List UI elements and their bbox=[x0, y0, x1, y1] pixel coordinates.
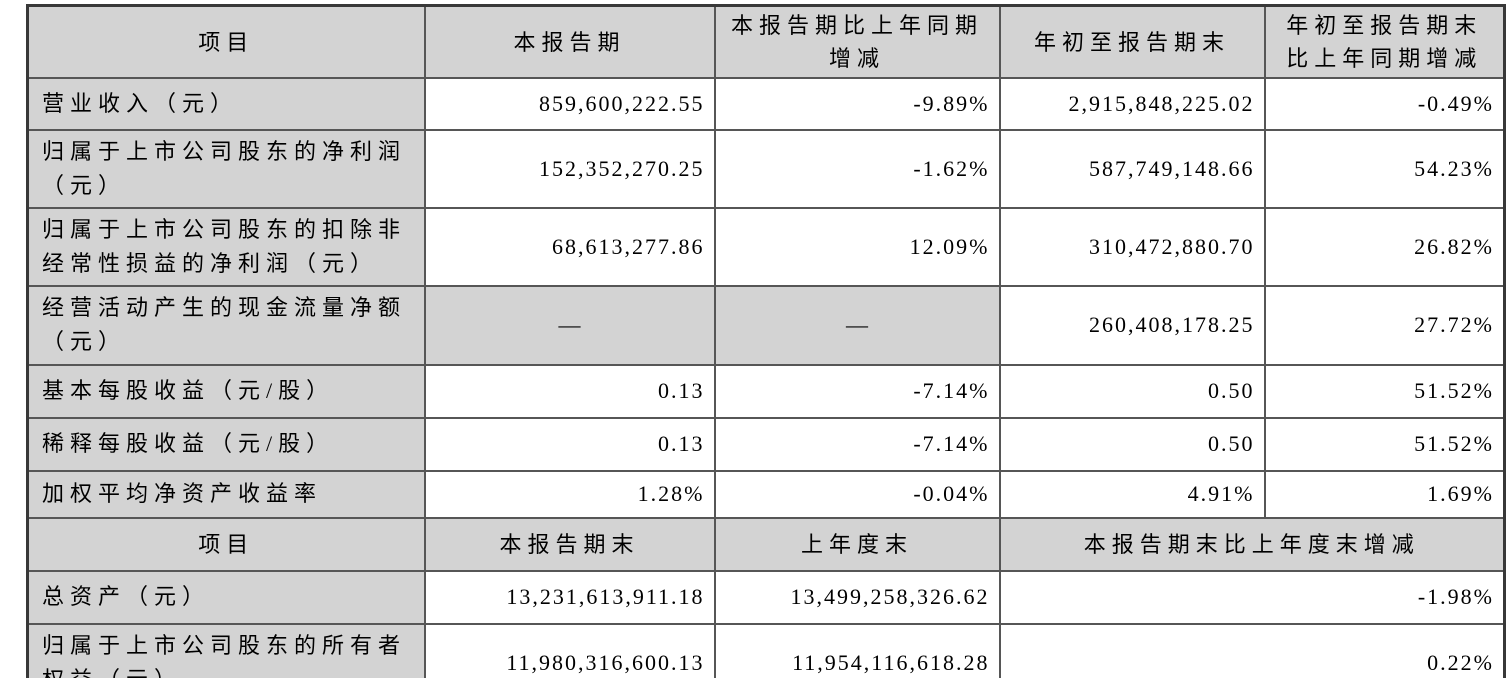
header-year-to-date-yoy-change: 年初至报告期末比上年同期增减 bbox=[1263, 4, 1506, 79]
header-current-period-yoy-change: 本报告期比上年同期增减 bbox=[713, 4, 1001, 79]
cell-value: -1.62% bbox=[713, 128, 1001, 210]
row-label: 总资产（元） bbox=[26, 569, 426, 625]
key-financial-data-table: 项目 本报告期 本报告期比上年同期增减 年初至报告期末 年初至报告期末比上年同期… bbox=[26, 4, 1506, 678]
section2-header-row: 项目 本报告期末 上年度末 本报告期末比上年度末增减 bbox=[26, 516, 1506, 572]
cell-value: 51.52% bbox=[1263, 416, 1506, 472]
table-row-total-assets: 总资产（元） 13,231,613,911.18 13,499,258,326.… bbox=[26, 569, 1506, 625]
cell-value: 27.72% bbox=[1263, 285, 1506, 366]
row-label: 经营活动产生的现金流量净额（元） bbox=[26, 285, 426, 366]
header-year-to-date: 年初至报告期末 bbox=[998, 4, 1266, 79]
cell-value: 0.50 bbox=[998, 416, 1266, 472]
cell-value: 11,980,316,600.13 bbox=[423, 622, 716, 678]
cell-value: 54.23% bbox=[1263, 128, 1506, 210]
cell-value: 587,749,148.66 bbox=[998, 128, 1266, 210]
cell-value: 12.09% bbox=[713, 207, 1001, 288]
table-row-diluted-eps: 稀释每股收益（元/股） 0.13 -7.14% 0.50 51.52% bbox=[26, 416, 1506, 472]
cell-value: 13,499,258,326.62 bbox=[713, 569, 1001, 625]
cell-value: -0.49% bbox=[1263, 77, 1506, 131]
cell-value: 859,600,222.55 bbox=[423, 77, 716, 131]
row-label: 加权平均净资产收益率 bbox=[26, 469, 426, 519]
cell-value: 0.13 bbox=[423, 363, 716, 419]
cell-value: -9.89% bbox=[713, 77, 1001, 131]
table-row-net-profit-excl-nonrecurring: 归属于上市公司股东的扣除非经常性损益的净利润（元） 68,613,277.86 … bbox=[26, 207, 1506, 288]
row-label: 基本每股收益（元/股） bbox=[26, 363, 426, 419]
cell-value: 13,231,613,911.18 bbox=[423, 569, 716, 625]
cell-value: 1.28% bbox=[423, 469, 716, 519]
row-label: 归属于上市公司股东的净利润（元） bbox=[26, 128, 426, 210]
cell-value: -1.98% bbox=[998, 569, 1506, 625]
table-row-basic-eps: 基本每股收益（元/股） 0.13 -7.14% 0.50 51.52% bbox=[26, 363, 1506, 419]
cell-value: 310,472,880.70 bbox=[998, 207, 1266, 288]
row-label: 稀释每股收益（元/股） bbox=[26, 416, 426, 472]
cell-value: 4.91% bbox=[998, 469, 1266, 519]
cell-placeholder-dash: — bbox=[713, 285, 1001, 366]
cell-value: 0.13 bbox=[423, 416, 716, 472]
cell-value: 2,915,848,225.02 bbox=[998, 77, 1266, 131]
header-end-of-last-year: 上年度末 bbox=[713, 516, 1001, 572]
header-end-of-period: 本报告期末 bbox=[423, 516, 716, 572]
row-label: 归属于上市公司股东的扣除非经常性损益的净利润（元） bbox=[26, 207, 426, 288]
header-item: 项目 bbox=[26, 4, 426, 79]
section1-header-row: 项目 本报告期 本报告期比上年同期增减 年初至报告期末 年初至报告期末比上年同期… bbox=[26, 4, 1506, 79]
header-change-vs-last-year-end: 本报告期末比上年度末增减 bbox=[998, 516, 1506, 572]
cell-value: 68,613,277.86 bbox=[423, 207, 716, 288]
row-label: 归属于上市公司股东的所有者权益（元） bbox=[26, 622, 426, 678]
row-label: 营业收入（元） bbox=[26, 77, 426, 131]
table-row-operating-cash-flow: 经营活动产生的现金流量净额（元） — — 260,408,178.25 27.7… bbox=[26, 285, 1506, 366]
cell-value: 0.22% bbox=[998, 622, 1506, 678]
cell-value: 0.50 bbox=[998, 363, 1266, 419]
cell-value: -7.14% bbox=[713, 363, 1001, 419]
table-row-owners-equity: 归属于上市公司股东的所有者权益（元） 11,980,316,600.13 11,… bbox=[26, 622, 1506, 678]
header-item: 项目 bbox=[26, 516, 426, 572]
table-row-weighted-avg-roe: 加权平均净资产收益率 1.28% -0.04% 4.91% 1.69% bbox=[26, 469, 1506, 519]
cell-placeholder-dash: — bbox=[423, 285, 716, 366]
cell-value: -7.14% bbox=[713, 416, 1001, 472]
cell-value: 152,352,270.25 bbox=[423, 128, 716, 210]
cell-value: 1.69% bbox=[1263, 469, 1506, 519]
cell-value: 26.82% bbox=[1263, 207, 1506, 288]
cell-value: 51.52% bbox=[1263, 363, 1506, 419]
cell-value: 11,954,116,618.28 bbox=[713, 622, 1001, 678]
cell-value: -0.04% bbox=[713, 469, 1001, 519]
cell-value: 260,408,178.25 bbox=[998, 285, 1266, 366]
header-current-period: 本报告期 bbox=[423, 4, 716, 79]
table-row-operating-revenue: 营业收入（元） 859,600,222.55 -9.89% 2,915,848,… bbox=[26, 77, 1506, 131]
table-row-net-profit: 归属于上市公司股东的净利润（元） 152,352,270.25 -1.62% 5… bbox=[26, 128, 1506, 210]
